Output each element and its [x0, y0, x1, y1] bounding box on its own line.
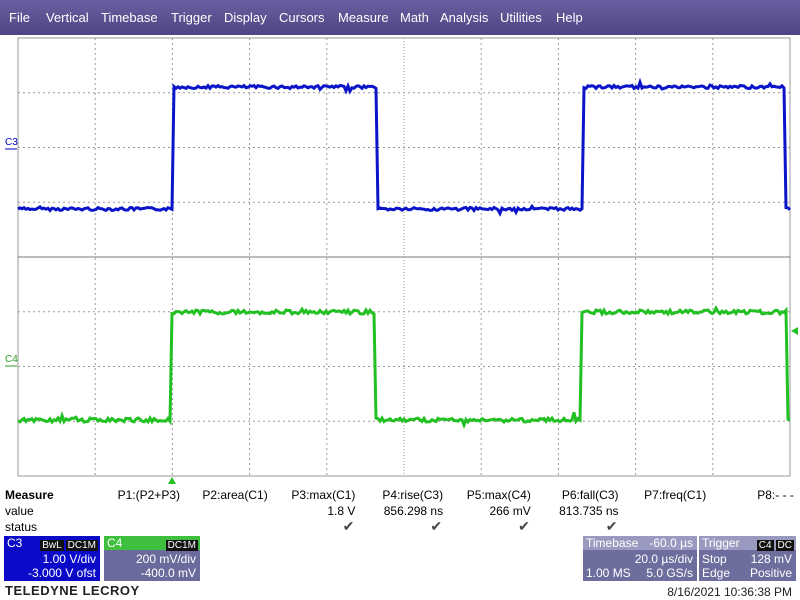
param-name[interactable]: P2:area(C1) — [202, 488, 268, 502]
badge: DC1M — [165, 540, 198, 551]
param-value: 856.298 ns — [383, 504, 444, 518]
trigger-level: 128 mV — [750, 552, 792, 566]
timebase-samples: 1.00 MS — [586, 566, 631, 580]
badge: DC1M — [65, 540, 98, 551]
timebase-rate: 5.0 GS/s — [646, 566, 693, 580]
channel-setting: -3.000 V ofst — [27, 566, 96, 580]
trigger-position-marker — [168, 477, 176, 484]
status-check: ✔ — [342, 518, 355, 534]
row-label: value — [5, 504, 34, 518]
status-check: ✔ — [430, 518, 443, 534]
trigger-level-marker — [791, 327, 798, 335]
badge: C4 — [756, 540, 774, 551]
param-name[interactable]: P4:rise(C3) — [382, 488, 444, 502]
badge: BwL — [40, 540, 64, 551]
param-value: 813.735 ns — [559, 504, 619, 518]
menu-item[interactable]: Help — [556, 10, 583, 25]
param-name[interactable]: P1:(P2+P3) — [117, 488, 180, 502]
channel-label: C4 — [107, 536, 123, 550]
timebase-title — [583, 536, 697, 550]
menu-item[interactable]: Analysis — [440, 10, 489, 25]
waveform-c3 — [17, 77, 791, 217]
status-check: ✔ — [605, 518, 618, 534]
trigger-slope: Positive — [749, 566, 792, 580]
param-name[interactable]: P7:freq(C1) — [644, 488, 707, 502]
menu-item[interactable]: Utilities — [500, 10, 542, 25]
param-name[interactable]: P6:fall(C3) — [561, 488, 619, 502]
param-name[interactable]: P3:max(C1) — [291, 488, 356, 502]
menu-item[interactable]: Trigger — [171, 10, 212, 25]
channel-setting: 1.00 V/div — [42, 552, 96, 566]
channel-marker: C3 — [5, 137, 18, 148]
timebase-label: Timebase — [586, 536, 639, 550]
menu-item[interactable]: Math — [400, 10, 429, 25]
menu-bar: File Vertical Timebase Trigger Display Cursor… — [0, 0, 800, 35]
trigger-badges: C4 DC — [755, 537, 794, 551]
menu-item[interactable]: Display — [224, 10, 267, 25]
channel-setting: 200 mV/div — [135, 552, 196, 566]
timestamp: 8/16/2021 10:36:38 PM — [667, 585, 792, 599]
badge: DC — [775, 540, 794, 551]
channel-box[interactable]: C3 BwL DC1M 1.00 V/div -3.000 V ofst — [4, 536, 100, 581]
channel-marker: C4 — [5, 354, 18, 365]
timebase-per-div: 20.0 µs/div — [634, 552, 693, 566]
scope-display: C3 C4 — [5, 37, 798, 484]
timebase-box[interactable]: Timebase -60.0 µs 20.0 µs/div 1.00 MS 5.0 GS… — [583, 536, 697, 581]
menu-item[interactable]: File — [9, 10, 30, 25]
channel-setting: -400.0 mV — [140, 566, 196, 580]
measure-title: Measure — [5, 488, 54, 502]
status-check: ✔ — [518, 518, 530, 534]
menu-item[interactable]: Timebase — [101, 10, 158, 25]
trigger-mode: Stop — [702, 552, 727, 566]
menu-item[interactable]: Vertical — [46, 10, 89, 25]
param-name[interactable]: P5:max(C4) — [466, 488, 531, 502]
trigger-type: Edge — [702, 566, 731, 580]
trigger-label: Trigger — [702, 536, 740, 550]
trigger-box[interactable]: Trigger C4 DC Stop 128 mV Edge Positive — [699, 536, 796, 581]
channel-box[interactable]: C4 DC1M 200 mV/div -400.0 mV — [104, 536, 200, 581]
channel-label: C3 — [7, 536, 23, 550]
waveform-c4 — [17, 305, 791, 430]
param-value: 1.8 V — [327, 504, 356, 518]
menu-item[interactable]: Cursors — [279, 10, 325, 25]
row-label: status — [5, 520, 38, 534]
param-value: 266 mV — [489, 504, 531, 518]
badges: DC1M — [164, 537, 198, 551]
brand: TELEDYNE LECROY — [5, 583, 140, 598]
menu-item[interactable]: Measure — [338, 10, 389, 25]
channel-header: C4 DC1M — [104, 536, 200, 551]
badges: BwL DC1M — [38, 537, 98, 551]
timebase-offset: -60.0 µs — [649, 536, 693, 550]
channel-header: C3 BwL DC1M — [4, 536, 100, 551]
param-name[interactable]: P8:- - - — [757, 488, 794, 502]
